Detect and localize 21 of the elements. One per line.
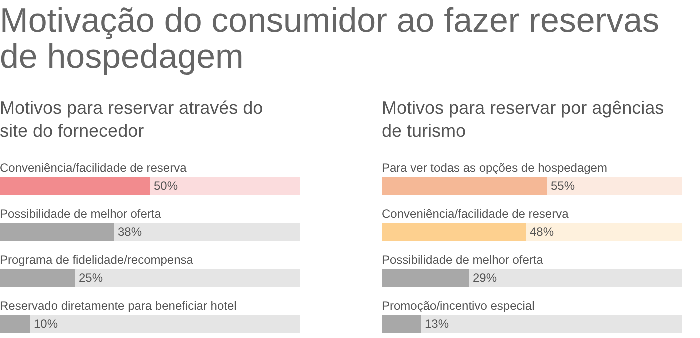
bar (382, 315, 421, 333)
chart-subtitle: Motivos para reservar por agências de turismo (382, 98, 664, 141)
data-label: 48% (530, 225, 554, 239)
y-tick-label: Possibilidade de melhor oferta (382, 253, 544, 267)
bar (0, 315, 30, 333)
y-tick-label: Programa de fidelidade/recompensa (0, 253, 194, 267)
y-tick-label: Conveniência/facilidade de reserva (0, 161, 188, 175)
data-label: 29% (473, 271, 498, 285)
chart-subtitle: Motivos para reservar através do site do fornecedor (0, 98, 264, 141)
y-tick-label: Para ver todas as opções de hospedagem (382, 161, 608, 175)
y-tick-label: Conveniência/facilidade de reserva (382, 207, 570, 221)
data-label: 10% (34, 317, 58, 331)
y-tick-label: Reservado diretamente para beneficiar hotel (0, 299, 237, 313)
chart-title: Motivação do consumidor ao fazer reservas de hospedagem (0, 2, 660, 76)
data-label: 38% (118, 225, 142, 239)
data-label: 25% (79, 271, 104, 285)
data-label: 55% (551, 179, 576, 193)
y-tick-label: Promoção/incentivo especial (382, 299, 535, 313)
y-tick-label: Possibilidade de melhor oferta (0, 207, 162, 221)
data-label: 50% (154, 179, 178, 193)
data-label: 13% (425, 317, 450, 331)
